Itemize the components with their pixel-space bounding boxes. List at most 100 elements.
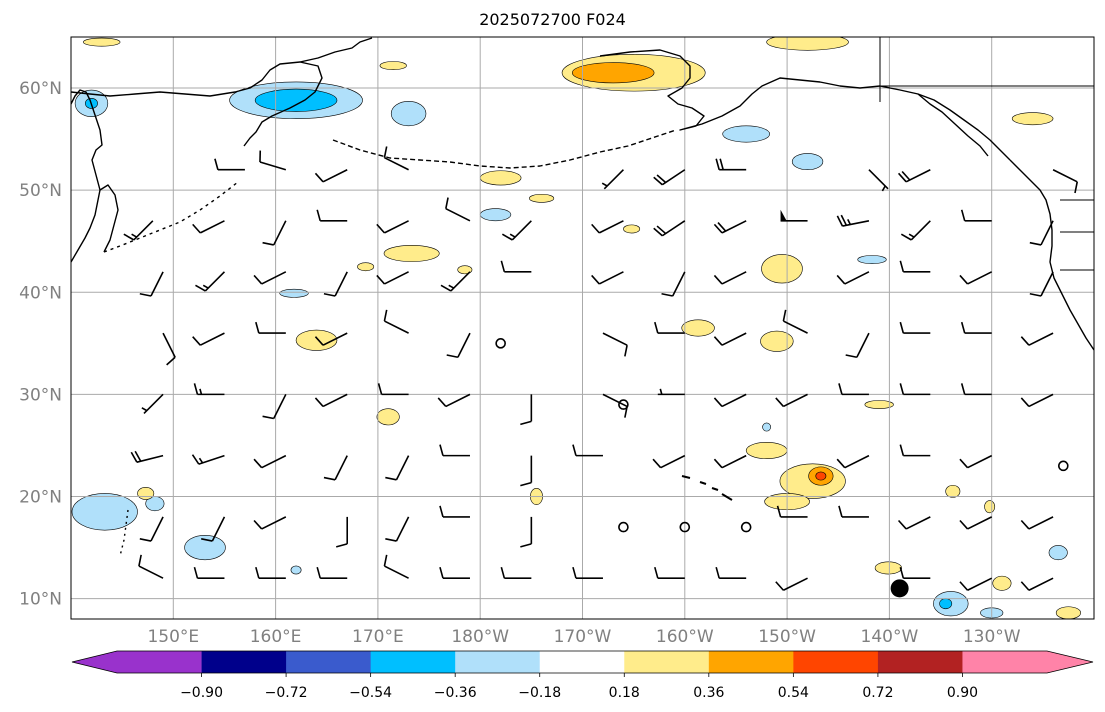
wind-barb <box>960 209 992 222</box>
barb-full-flag <box>193 383 199 395</box>
wind-barb <box>897 169 931 183</box>
longitude-tick-label: 150°W <box>758 627 816 647</box>
anomaly-region <box>939 598 953 610</box>
anomaly-region <box>745 442 788 459</box>
barb-full-flag <box>377 383 383 395</box>
barb-full-flag <box>446 354 459 359</box>
wind-barb <box>446 332 471 359</box>
colorbar-under-extension <box>72 651 202 673</box>
anomaly-region <box>529 193 555 203</box>
colorbar-outline <box>71 650 1094 674</box>
wind-barb <box>899 260 931 273</box>
wind-barb <box>192 332 225 346</box>
barb-shaft <box>261 516 287 530</box>
colorbar-tick-label: −0.36 <box>434 685 477 701</box>
barb-shaft <box>721 454 747 469</box>
colorbar-tick-label: −0.18 <box>518 685 561 701</box>
map-title: 2025072700 F024 <box>479 10 626 29</box>
anomaly-region <box>383 244 440 262</box>
barb-shaft <box>783 320 808 334</box>
barb-shaft <box>721 220 747 234</box>
wind-barb <box>214 158 245 171</box>
barb-half-flag <box>601 182 608 187</box>
barb-full-flag <box>1020 581 1030 591</box>
anomaly-region <box>571 62 655 84</box>
barb-shaft <box>1028 393 1054 408</box>
barb-shaft <box>842 220 870 227</box>
barb-full-flag <box>1020 336 1030 346</box>
anomaly-region <box>457 265 473 275</box>
barb-full-flag <box>1074 181 1079 194</box>
barb-full-flag <box>717 222 727 232</box>
barb-pennant <box>780 209 787 221</box>
barb-full-flag <box>383 554 388 567</box>
latitude-tick-label: 60°N <box>19 79 62 99</box>
barb-shaft <box>721 271 747 285</box>
latitude-tick-label: 30°N <box>19 385 62 405</box>
barb-full-flag <box>713 336 723 346</box>
colorbar-tick-label: 0.54 <box>778 685 809 701</box>
barb-full-flag <box>376 274 386 285</box>
barb-full-flag <box>520 481 532 487</box>
barb-shaft <box>1028 516 1054 530</box>
barb-shaft <box>150 516 164 542</box>
wind-barb <box>776 505 808 518</box>
barb-shaft <box>1028 332 1054 346</box>
wind-barb <box>316 209 348 222</box>
barb-shaft <box>204 271 226 292</box>
calm-circle <box>1058 460 1069 472</box>
wind-barb <box>1020 332 1054 346</box>
barb-full-flag <box>253 458 263 469</box>
barb-full-flag <box>959 581 969 591</box>
wind-barb <box>713 332 747 346</box>
wind-barb <box>899 566 931 579</box>
wind-barb <box>899 321 931 334</box>
barb-full-flag <box>439 505 444 518</box>
barb-full-flag <box>201 538 213 542</box>
anomaly-region <box>295 329 338 351</box>
barb-full-flag <box>1020 519 1030 530</box>
barb-shaft <box>384 271 409 285</box>
wind-barb <box>601 169 624 190</box>
barb-shaft <box>457 332 471 358</box>
barb-shaft <box>1040 220 1054 246</box>
anomaly-region <box>760 330 794 352</box>
wind-barb <box>253 454 287 469</box>
barb-full-flag <box>776 505 782 518</box>
wind-barb <box>139 271 164 297</box>
wind-barb <box>383 554 409 579</box>
colorbar-bin <box>624 651 710 673</box>
colorbar-bin <box>877 651 963 673</box>
barb-shaft <box>598 271 624 285</box>
barb-full-flag <box>253 519 263 530</box>
wind-barb <box>1052 169 1079 194</box>
wind-barb <box>899 383 931 396</box>
wind-barb <box>139 516 164 542</box>
wind-barb <box>959 454 993 469</box>
anomaly-region <box>184 534 226 561</box>
wind-barb <box>715 566 747 579</box>
barb-shaft <box>261 454 287 469</box>
barb-shaft <box>905 516 931 530</box>
barb-full-flag <box>591 274 600 285</box>
barb-full-flag <box>713 397 723 407</box>
barb-full-flag <box>960 321 966 334</box>
barb-full-flag <box>653 227 663 237</box>
anomaly-region <box>623 224 641 234</box>
colorbar-tick-label: 0.72 <box>862 685 893 701</box>
wind-barb <box>653 220 686 237</box>
barb-full-flag <box>836 215 844 227</box>
calm-circle <box>618 521 629 533</box>
coastline-aleutians <box>332 129 677 169</box>
barb-half-flag <box>131 233 137 238</box>
anomaly-region <box>1055 606 1081 619</box>
wind-barb <box>838 505 869 518</box>
wind-barb <box>385 455 410 481</box>
wind-barb <box>900 220 931 241</box>
wind-barb <box>439 444 470 457</box>
barb-full-flag <box>900 233 912 241</box>
barb-shaft <box>334 455 348 481</box>
barb-half-flag <box>202 284 209 289</box>
barb-shaft <box>133 220 154 241</box>
colorbar-tick-label: 0.36 <box>693 685 724 701</box>
